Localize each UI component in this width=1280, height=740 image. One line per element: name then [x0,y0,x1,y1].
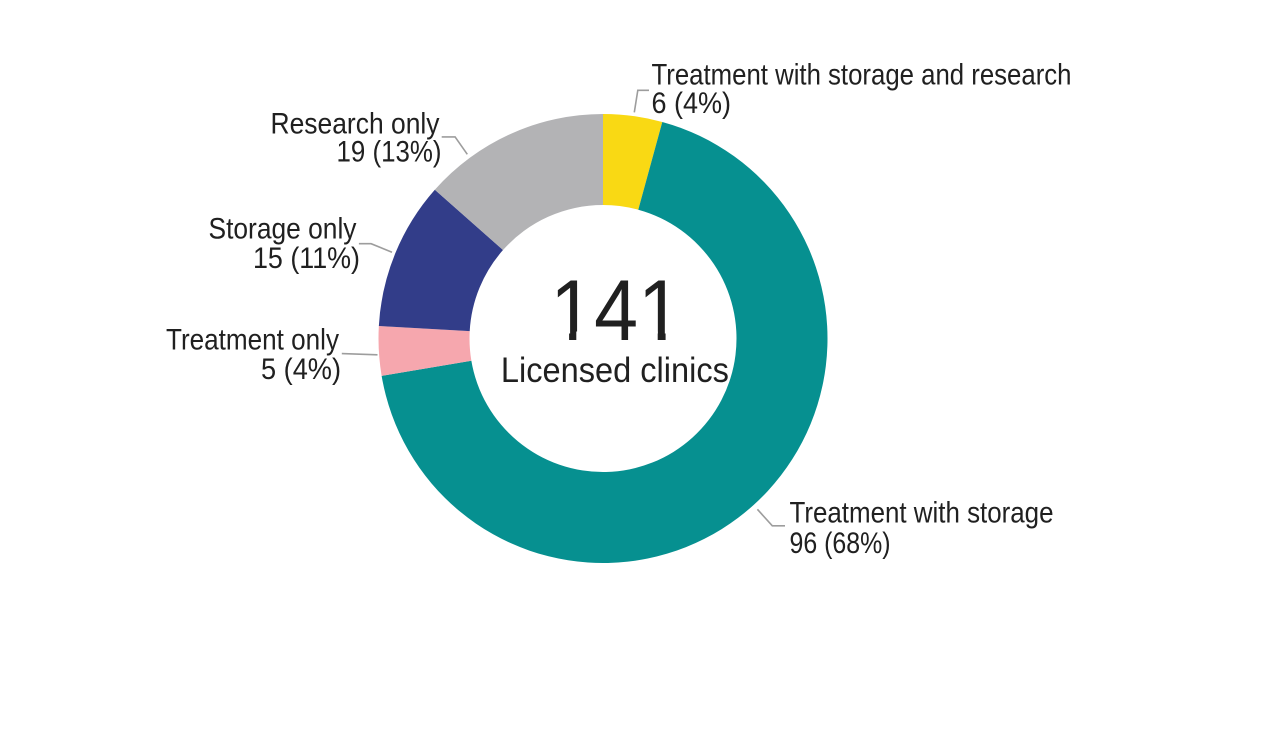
svg-text:Storage only: Storage only [209,212,357,245]
svg-text:141: 141 [550,263,682,359]
svg-text:Treatment only: Treatment only [166,324,339,357]
svg-text:96 (68%): 96 (68%) [790,527,891,560]
svg-text:Licensed clinics: Licensed clinics [501,351,729,390]
svg-text:Research only: Research only [271,108,440,141]
svg-text:19 (13%): 19 (13%) [337,136,442,169]
svg-text:15 (11%): 15 (11%) [253,242,360,275]
svg-text:6 (4%): 6 (4%) [652,87,732,120]
svg-text:5 (4%): 5 (4%) [261,353,341,386]
svg-text:Treatment with storage and res: Treatment with storage and research [652,58,1072,91]
svg-text:Treatment with storage: Treatment with storage [790,497,1054,530]
